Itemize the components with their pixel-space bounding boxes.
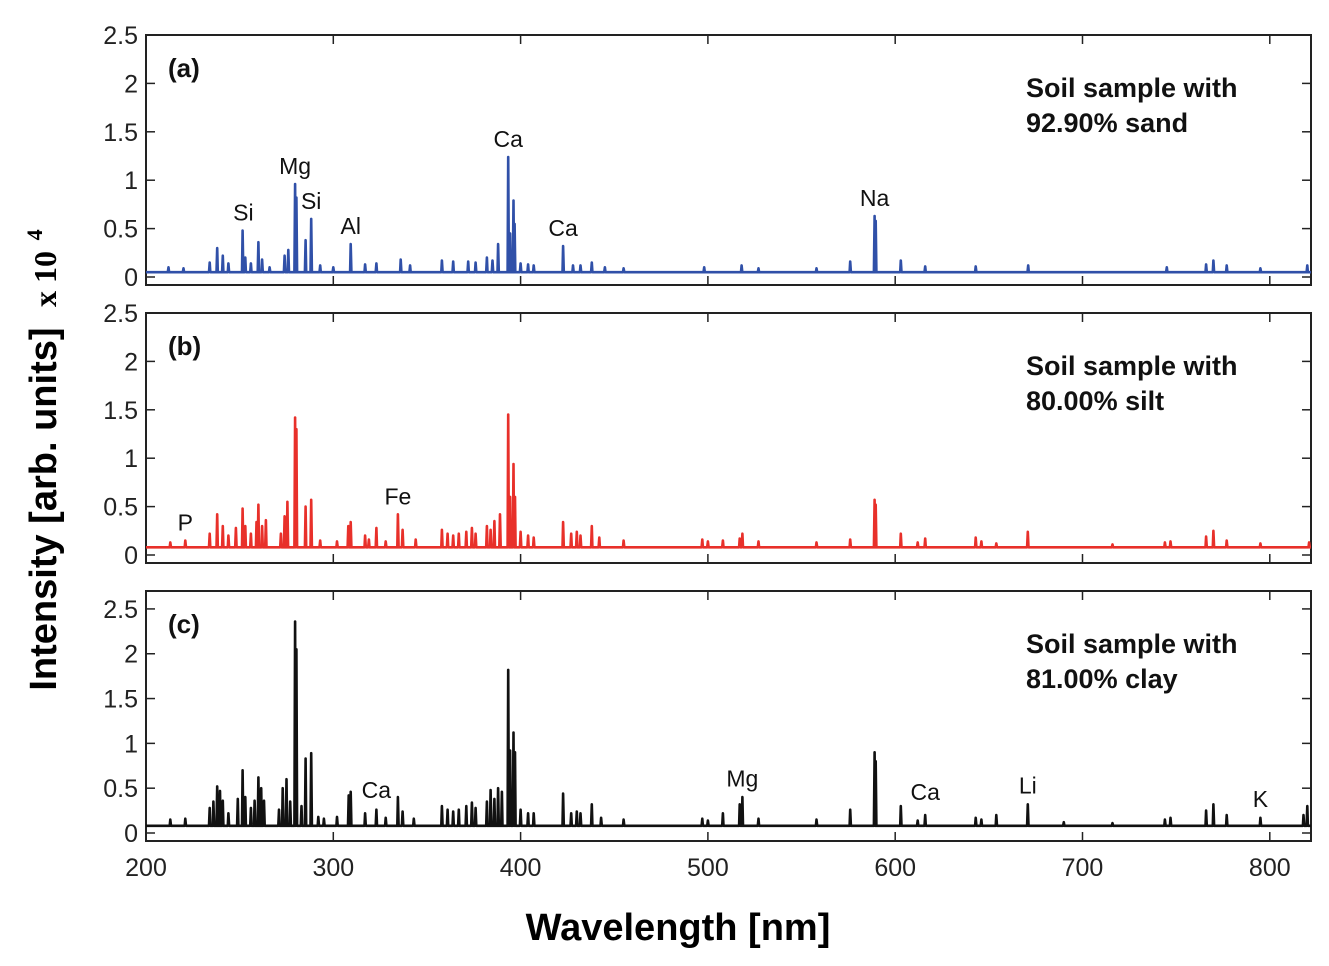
peak-annotation: Ca	[494, 126, 524, 152]
sample-description: Soil sample with	[1026, 73, 1238, 103]
panel-label: (c)	[168, 609, 200, 639]
panel-c: 0 0.5 1 1.5 2 2.5 Ca Mg Ca Li K (c) Soil sample with…	[103, 590, 1312, 848]
y-axis-label-unit: x 10	[27, 251, 63, 307]
y-tick-label: 1.5	[103, 119, 138, 147]
peak-annotation: Mg	[726, 765, 758, 791]
panel-label: (a)	[168, 53, 200, 83]
y-axis-label-group: Intensity [arb. units] x 10 4	[22, 229, 65, 690]
peak-annotation: P	[178, 510, 193, 536]
sample-description: Soil sample with	[1026, 629, 1238, 659]
sample-description: 92.90% sand	[1026, 108, 1188, 138]
y-tick-label: 0.5	[103, 216, 138, 244]
sample-description: 80.00% silt	[1026, 386, 1164, 416]
peak-annotation: Mg	[279, 153, 311, 179]
y-tick-label: 0	[124, 820, 138, 848]
spectrum-line	[146, 413, 1312, 549]
peak-annotation: Si	[233, 200, 253, 226]
y-axis-label-exponent: 4	[22, 229, 47, 240]
y-tick-label: 2.5	[103, 596, 138, 624]
x-axis-tick-labels: 200 300 400 500 600 700 800	[125, 854, 1291, 882]
x-tick-label: 600	[874, 854, 916, 882]
y-tick-label: 0	[124, 264, 138, 292]
panel-frame	[145, 590, 1312, 842]
y-axis-label-text: Intensity [arb. units]	[23, 327, 65, 690]
y-tick-label: 1.5	[103, 397, 138, 425]
x-axis-label: Wavelength [nm]	[526, 907, 831, 949]
peak-annotation: Na	[860, 185, 890, 211]
peak-annotation: Li	[1019, 773, 1037, 799]
y-tick-label: 2	[124, 641, 138, 669]
spectrum-line	[146, 155, 1311, 274]
x-tick-label: 400	[500, 854, 542, 882]
peak-annotation: Fe	[384, 483, 411, 509]
spectrum-line	[146, 620, 1311, 828]
y-tick-label: 2.5	[103, 300, 138, 328]
y-tick-label: 1.5	[103, 686, 138, 714]
peak-annotation: Ca	[910, 779, 940, 805]
panel-a: 0 0.5 1 1.5 2 2.5 Si Mg Si Al Ca Ca Na (a) Soil sample…	[103, 22, 1312, 292]
y-tick-label: 2	[124, 348, 138, 376]
peak-annotation: Ca	[362, 777, 392, 803]
peak-annotation: Ca	[548, 215, 578, 241]
y-tick-label: 1	[124, 730, 138, 758]
y-tick-label: 2.5	[103, 22, 138, 50]
y-tick-label: 0.5	[103, 775, 138, 803]
sample-description: Soil sample with	[1026, 351, 1238, 381]
panel-frame	[145, 312, 1312, 564]
peak-annotation: Si	[301, 188, 321, 214]
y-tick-label: 1	[124, 167, 138, 195]
y-tick-label: 2	[124, 70, 138, 98]
y-tick-label: 0.5	[103, 494, 138, 522]
y-tick-label: 0	[124, 542, 138, 570]
x-tick-label: 200	[125, 854, 167, 882]
x-tick-label: 800	[1249, 854, 1291, 882]
x-tick-label: 500	[687, 854, 729, 882]
y-tick-label: 1	[124, 445, 138, 473]
peak-annotation: Al	[340, 213, 360, 239]
panel-b: 0 0.5 1 1.5 2 2.5 P Fe (b) Soil sample with 80.00%…	[103, 300, 1312, 570]
x-tick-label: 700	[1062, 854, 1104, 882]
panel-frame	[145, 34, 1312, 286]
peak-annotation: K	[1253, 786, 1269, 812]
panels: 0 0.5 1 1.5 2 2.5 Si Mg Si Al Ca Ca Na (a) Soil sample…	[103, 22, 1312, 848]
panel-label: (b)	[168, 331, 201, 361]
x-tick-label: 300	[312, 854, 354, 882]
y-axis-label: Intensity [arb. units] x 10 4	[22, 229, 65, 690]
sample-description: 81.00% clay	[1026, 664, 1178, 694]
